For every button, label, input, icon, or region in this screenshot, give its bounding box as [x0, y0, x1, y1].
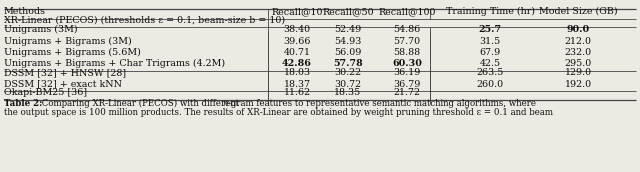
Text: XR-Linear (PECOS) (thresholds ε = 0.1, beam-size b = 10): XR-Linear (PECOS) (thresholds ε = 0.1, b… [4, 15, 285, 24]
Text: 90.0: 90.0 [566, 25, 589, 34]
Text: 25.7: 25.7 [479, 25, 502, 34]
Text: 129.0: 129.0 [564, 68, 591, 77]
Text: 58.88: 58.88 [394, 48, 420, 57]
Text: 54.93: 54.93 [334, 36, 362, 46]
Text: DSSM [32] + HNSW [28]: DSSM [32] + HNSW [28] [4, 68, 126, 77]
Text: 40.71: 40.71 [284, 48, 310, 57]
Text: 36.19: 36.19 [394, 68, 420, 77]
Text: 31.5: 31.5 [479, 36, 500, 46]
Text: Unigrams + Bigrams + Char Trigrams (4.2M): Unigrams + Bigrams + Char Trigrams (4.2M… [4, 59, 225, 68]
Text: Unigrams + Bigrams (3M): Unigrams + Bigrams (3M) [4, 36, 132, 46]
Text: 260.0: 260.0 [476, 79, 504, 89]
Text: Unigrams + Bigrams (5.6M): Unigrams + Bigrams (5.6M) [4, 48, 141, 57]
Text: n: n [222, 99, 227, 108]
Text: 30.22: 30.22 [335, 68, 362, 77]
Text: Okapi-BM25 [36]: Okapi-BM25 [36] [4, 88, 87, 97]
Text: 56.09: 56.09 [334, 48, 362, 57]
Text: 57.78: 57.78 [333, 60, 363, 68]
Text: Recall@50: Recall@50 [322, 7, 374, 16]
Text: 30.72: 30.72 [335, 79, 362, 89]
Text: 36.79: 36.79 [394, 79, 420, 89]
Text: Recall@100: Recall@100 [378, 7, 436, 16]
Text: 21.72: 21.72 [394, 88, 420, 97]
Text: Recall@10: Recall@10 [271, 7, 323, 16]
Text: 18.35: 18.35 [334, 88, 362, 97]
Text: 18.37: 18.37 [284, 79, 310, 89]
Text: 232.0: 232.0 [564, 48, 591, 57]
Text: 192.0: 192.0 [564, 79, 591, 89]
Text: 52.49: 52.49 [334, 25, 362, 34]
Text: the output space is 100 million products. The results of XR-Linear are obtained : the output space is 100 million products… [4, 108, 553, 117]
Text: Unigrams (3M): Unigrams (3M) [4, 25, 77, 34]
Text: 42.86: 42.86 [282, 60, 312, 68]
Text: 54.86: 54.86 [394, 25, 420, 34]
Text: 67.9: 67.9 [479, 48, 500, 57]
Text: 42.5: 42.5 [479, 60, 500, 68]
Text: 212.0: 212.0 [564, 36, 591, 46]
Text: 11.62: 11.62 [284, 88, 310, 97]
Text: Comparing XR-Linear (PECOS) with different: Comparing XR-Linear (PECOS) with differe… [39, 99, 242, 108]
Text: 57.70: 57.70 [394, 36, 420, 46]
Text: Table 2:: Table 2: [4, 99, 42, 108]
Text: 60.30: 60.30 [392, 60, 422, 68]
Text: 263.5: 263.5 [476, 68, 504, 77]
Text: Training Time (hr): Training Time (hr) [445, 7, 534, 16]
Text: Model Size (GB): Model Size (GB) [539, 7, 618, 16]
Text: 38.40: 38.40 [284, 25, 310, 34]
Text: 295.0: 295.0 [564, 60, 591, 68]
Text: 18.03: 18.03 [284, 68, 310, 77]
Text: 39.66: 39.66 [284, 36, 311, 46]
Text: DSSM [32] + exact kNN: DSSM [32] + exact kNN [4, 79, 122, 89]
Text: -gram features to representative semantic matching algorithms, where: -gram features to representative semanti… [227, 99, 536, 108]
Text: Methods: Methods [4, 7, 46, 16]
